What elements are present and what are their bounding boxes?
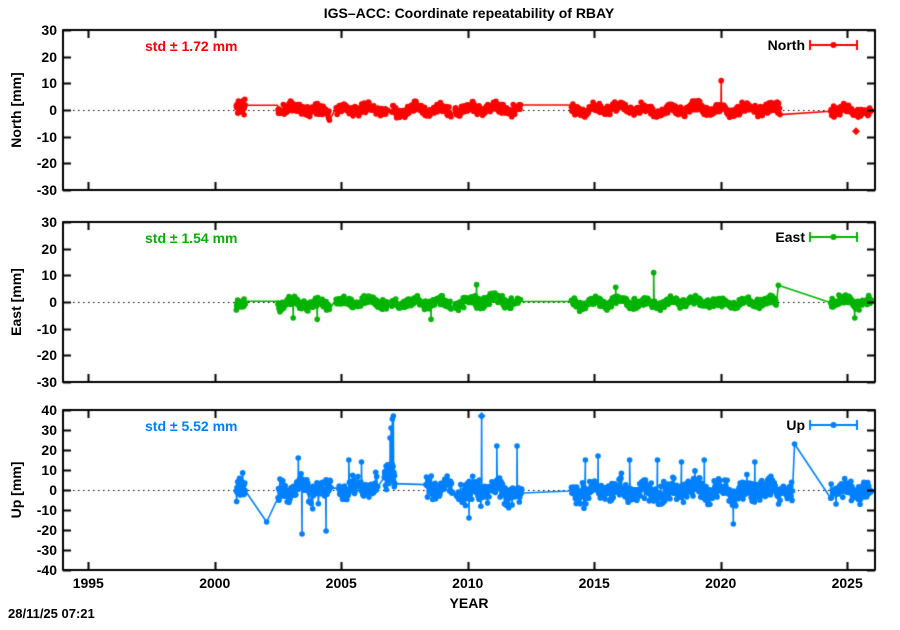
y-tick-label: 0 [49, 482, 57, 498]
x-tick-label: 2005 [325, 575, 357, 591]
y-tick-label: -30 [36, 182, 57, 198]
y-tick-label: 30 [41, 22, 57, 38]
x-tick-label: 2015 [578, 575, 610, 591]
chart-title: IGS–ACC: Coordinate repeatability of RBA… [323, 5, 615, 21]
y-tick-label: -30 [36, 374, 57, 390]
y-tick-label: 40 [41, 402, 57, 418]
y-tick-label: -10 [36, 320, 57, 337]
std-label-up: std ± 5.52 mm [145, 418, 238, 434]
y-tick-label: 0 [49, 102, 57, 118]
x-tick-label: 2010 [452, 575, 484, 591]
x-axis-title: YEAR [449, 595, 489, 611]
y-tick-label: 10 [41, 462, 57, 478]
legend-label-north: North [767, 37, 805, 53]
y-tick-label: 20 [41, 442, 57, 458]
y-tick-label: 30 [41, 422, 57, 438]
std-label-east: std ± 1.54 mm [145, 230, 238, 246]
y-tick-label: 20 [41, 48, 57, 65]
x-tick-label: 2025 [831, 575, 863, 591]
y-tick-label: -20 [36, 522, 57, 538]
y-tick-label: -20 [36, 155, 57, 172]
y-tick-label: -10 [36, 502, 57, 518]
y-tick-label: 0 [49, 294, 57, 310]
x-tick-label: 1995 [72, 575, 104, 591]
plot-timestamp: 28/11/25 07:21 [8, 606, 95, 621]
y-tick-label: 30 [41, 214, 57, 230]
y-tick-label: 20 [41, 240, 57, 257]
y-tick-label: -10 [36, 128, 57, 145]
legend-label-east: East [775, 229, 805, 245]
y-tick-label: -40 [36, 562, 57, 578]
y-tick-label: 10 [41, 75, 57, 92]
x-tick-label: 2000 [199, 575, 231, 591]
std-label-north: std ± 1.72 mm [145, 38, 238, 54]
y-tick-label: 10 [41, 267, 57, 284]
y-tick-label: -30 [36, 542, 57, 558]
y-tick-label: -20 [36, 347, 57, 364]
legend-label-up: Up [786, 417, 805, 433]
x-tick-label: 2020 [705, 575, 737, 591]
